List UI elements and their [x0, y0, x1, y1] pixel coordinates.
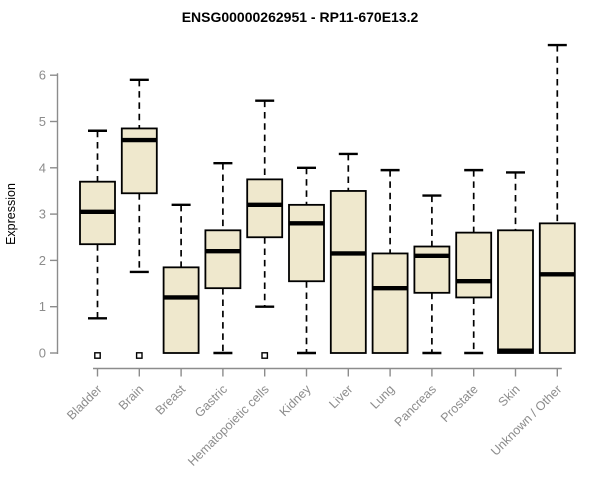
y-axis-tick-label: 6 [39, 68, 46, 83]
box-rect [497, 229, 534, 354]
x-axis-tick-label: Skin [496, 382, 523, 409]
chart-title: ENSG00000262951 - RP11-670E13.2 [182, 9, 419, 25]
outlier-marker [261, 352, 269, 359]
y-axis-tick-label: 5 [39, 114, 46, 129]
box-rect [329, 190, 367, 354]
x-axis-tick-label: Prostate [438, 382, 481, 425]
box-rect [204, 229, 242, 290]
x-axis-tick-label: Breast [153, 382, 189, 418]
outlier-marker [135, 352, 143, 359]
y-axis-tick-label: 3 [39, 207, 46, 222]
box-group [329, 152, 367, 354]
box-rect [246, 178, 284, 239]
box-group [455, 168, 493, 355]
x-axis-tick-label: Gastric [192, 382, 230, 420]
box-group [246, 99, 284, 359]
x-axis-tick-label: Lung [368, 382, 398, 412]
box-group [371, 168, 409, 354]
box-rect [371, 252, 409, 354]
y-axis-tick-label: 1 [39, 299, 46, 314]
x-axis-tick-label: Bladder [64, 382, 104, 422]
box-group [288, 166, 325, 355]
box-group [413, 194, 451, 355]
box-group [204, 161, 242, 355]
box-rect [288, 203, 325, 283]
x-axis-tick-label: Brain [116, 382, 147, 413]
y-axis-tick-label: 4 [39, 160, 46, 175]
y-axis-tick-label: 0 [39, 346, 46, 361]
x-axis-tick-label: Hematopoietic cells [185, 382, 272, 469]
x-axis-tick-label: Unknown / Other [488, 382, 564, 458]
box-rect [413, 245, 451, 294]
x-axis-tick-label: Liver [326, 382, 355, 411]
outlier-marker [94, 352, 101, 359]
x-axis-tick-label: Pancreas [392, 382, 439, 429]
box-group [162, 203, 200, 354]
y-axis-tick-label: 2 [39, 253, 46, 268]
x-axis-tick-label: Kidney [277, 382, 314, 419]
y-axis-title: Expression [4, 183, 18, 245]
boxplot-series [79, 43, 576, 359]
box-rect [538, 222, 576, 354]
box-rect [162, 266, 200, 354]
box-group [79, 129, 116, 359]
box-group [120, 78, 158, 359]
box-group [497, 171, 534, 354]
box-rect [455, 231, 493, 299]
box-group [538, 43, 576, 354]
